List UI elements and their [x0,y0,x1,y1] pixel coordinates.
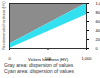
svg-text:800: 800 [96,10,100,15]
svg-text:1,000: 1,000 [96,1,100,6]
svg-text:600: 600 [96,19,100,24]
svg-text:0: 0 [96,46,99,51]
svg-text:Recommended hardness (HV): Recommended hardness (HV) [2,1,6,50]
html-text:Gray area: dispersion of value: Gray area: dispersion of values [4,62,74,68]
svg-text:200: 200 [96,37,100,42]
svg-text:Vickers hardness (HV): Vickers hardness (HV) [28,57,69,62]
svg-text:400: 400 [96,28,100,33]
svg-text:1,000: 1,000 [81,56,92,61]
html-text:Cyan area: dispersion of value: Cyan area: dispersion of values [4,68,74,74]
svg-text:0: 0 [8,56,11,61]
